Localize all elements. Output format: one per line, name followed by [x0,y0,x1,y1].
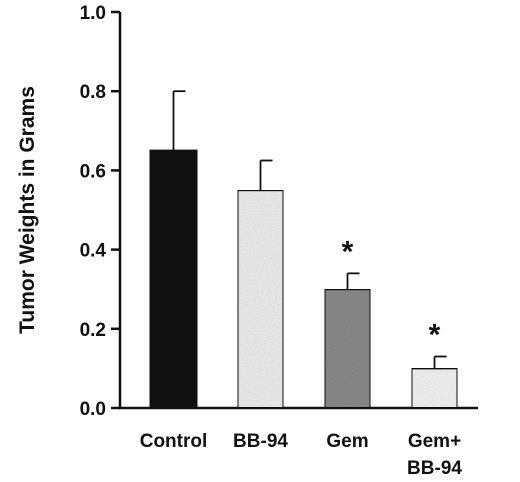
x-category-label: Gem [326,431,368,452]
significance-marker-3: * [342,235,354,268]
y-axis-title-group: Tumor Weights in Grams [16,86,39,334]
bar-3 [323,288,372,410]
y-tick-label: 0.0 [80,399,106,420]
y-tick-label: 0.8 [80,82,106,103]
y-axis-title: Tumor Weights in Grams [16,86,39,334]
bar-1 [149,149,198,409]
x-category-label: BB-94 [407,458,462,479]
labels-group: 0.0 0.2 0.4 0.6 0.8 1.0 Control BB-94 * Gem * Gem+ B… [80,3,463,479]
y-tick-label: 0.6 [80,161,106,182]
bar-2 [236,189,285,409]
y-tick-label: 1.0 [80,3,106,24]
x-category-label: BB-94 [233,431,288,452]
x-category-label: Control [140,431,208,452]
significance-marker-4: * [429,319,441,352]
bars-group [149,90,459,410]
y-tick-label: 0.2 [80,320,106,341]
bar-4 [410,367,459,409]
y-tick-label: 0.4 [80,241,107,262]
x-category-label: Gem+ [408,431,461,452]
